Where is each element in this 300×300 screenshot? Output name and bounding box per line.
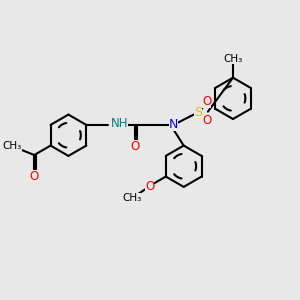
Text: O: O bbox=[202, 95, 211, 108]
Text: CH₃: CH₃ bbox=[2, 141, 22, 151]
Text: S: S bbox=[194, 106, 202, 119]
Text: CH₃: CH₃ bbox=[224, 54, 243, 64]
Text: NH: NH bbox=[111, 117, 128, 130]
Text: O: O bbox=[145, 179, 154, 193]
Text: CH₃: CH₃ bbox=[122, 193, 142, 203]
Text: N: N bbox=[169, 118, 178, 131]
Text: O: O bbox=[130, 140, 140, 153]
Text: O: O bbox=[30, 170, 39, 183]
Text: O: O bbox=[202, 114, 211, 127]
